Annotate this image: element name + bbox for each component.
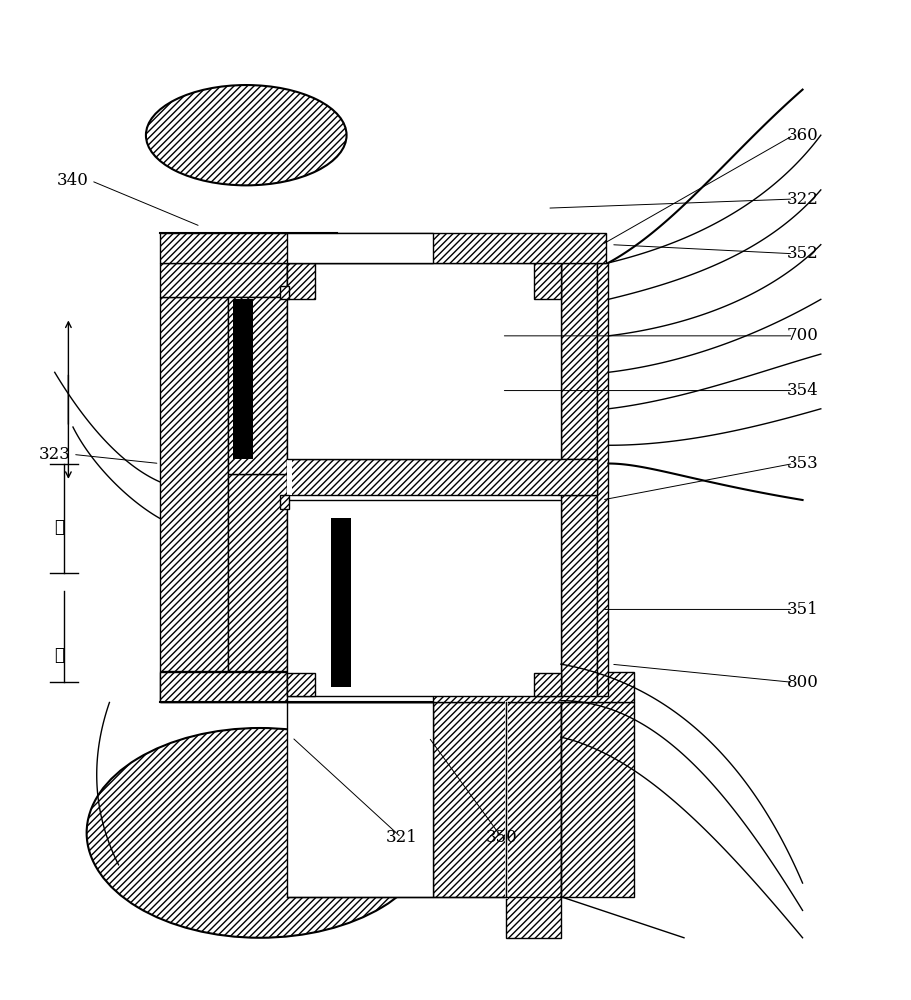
Bar xyxy=(560,495,597,696)
Bar xyxy=(533,673,560,696)
Bar xyxy=(159,672,633,702)
Bar xyxy=(287,673,314,696)
Bar xyxy=(533,263,560,299)
Bar xyxy=(228,474,287,671)
Bar xyxy=(597,263,608,696)
Bar xyxy=(228,297,287,474)
Text: 353: 353 xyxy=(786,455,817,472)
Text: 354: 354 xyxy=(786,382,817,399)
Bar xyxy=(287,263,314,299)
Text: 323: 323 xyxy=(39,446,70,463)
Bar xyxy=(280,286,289,299)
Ellipse shape xyxy=(87,728,433,938)
Text: 321: 321 xyxy=(385,829,416,846)
Bar xyxy=(287,500,560,696)
Bar xyxy=(287,459,597,495)
Text: 322: 322 xyxy=(786,191,817,208)
Bar xyxy=(232,299,252,459)
Bar xyxy=(433,702,506,897)
Bar xyxy=(287,672,433,702)
Bar xyxy=(159,263,287,297)
Bar xyxy=(159,233,606,263)
Bar xyxy=(331,518,351,687)
Bar xyxy=(287,263,560,459)
Bar xyxy=(506,702,560,938)
Bar xyxy=(287,459,292,495)
Bar xyxy=(159,297,228,671)
Text: 800: 800 xyxy=(786,674,817,691)
Text: 上: 上 xyxy=(55,519,64,536)
Bar xyxy=(280,495,289,509)
Bar xyxy=(159,671,287,702)
Text: 700: 700 xyxy=(786,327,817,344)
Bar xyxy=(560,263,597,459)
Text: 350: 350 xyxy=(486,829,517,846)
Text: 352: 352 xyxy=(786,245,817,262)
Ellipse shape xyxy=(146,85,346,185)
Bar xyxy=(287,233,433,263)
Text: 351: 351 xyxy=(786,601,817,618)
Bar xyxy=(560,702,633,897)
Text: 360: 360 xyxy=(786,127,817,144)
Text: 340: 340 xyxy=(57,172,88,189)
Bar xyxy=(287,702,433,897)
Text: 下: 下 xyxy=(55,647,64,664)
